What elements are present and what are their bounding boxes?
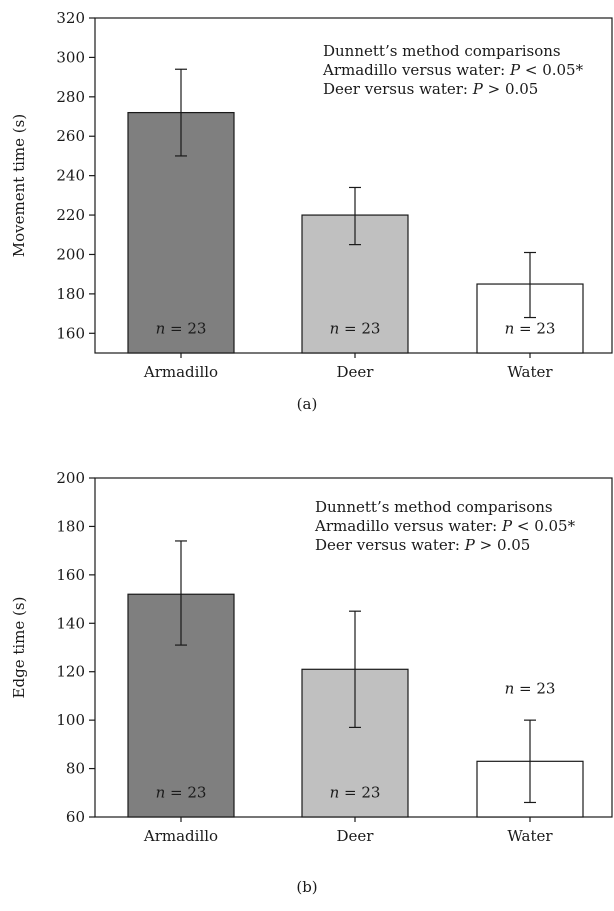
y-tick-label: 100 (56, 711, 85, 729)
y-tick-label: 120 (56, 663, 85, 681)
y-axis-title: Movement time (s) (10, 114, 28, 257)
x-tick-label-deer: Deer (337, 827, 375, 845)
annotation-title: Dunnett’s method comparisons (323, 42, 561, 60)
y-tick-label: 80 (66, 760, 85, 778)
n-label: n = 23 (330, 319, 381, 337)
y-tick-label: 160 (56, 324, 85, 342)
y-tick-label: 180 (56, 517, 85, 535)
chart-panel-a: 160 180 200 220 240 260 280 300 320 Armadillo n = … (10, 9, 613, 413)
y-tick-label: 200 (56, 469, 85, 487)
annotation-title: Dunnett’s method comparisons (315, 498, 553, 516)
x-tick-label-deer: Deer (337, 363, 375, 381)
y-tick-label: 300 (56, 48, 85, 66)
annotation-line-2: Deer versus water: P > 0.05 (323, 80, 538, 98)
annotation-line-1: Armadillo versus water: P < 0.05* (322, 61, 584, 79)
x-tick-label-armadillo: Armadillo (143, 363, 218, 381)
y-tick-label: 140 (56, 614, 85, 632)
panel-label: (a) (297, 395, 318, 413)
y-axis-title: Edge time (s) (10, 597, 28, 699)
x-tick-label-armadillo: Armadillo (143, 827, 218, 845)
annotation-line-2: Deer versus water: P > 0.05 (315, 536, 530, 554)
x-tick-label-water: Water (507, 363, 553, 381)
n-label: n = 23 (505, 680, 556, 698)
annotation-line-1: Armadillo versus water: P < 0.05* (314, 517, 576, 535)
y-tick-label: 220 (56, 206, 85, 224)
y-tick-label: 280 (56, 88, 85, 106)
y-tick-label: 160 (56, 566, 85, 584)
n-label: n = 23 (330, 784, 381, 802)
chart-panel-b: 60 80 100 120 140 160 180 200 Armadillo n = 23 Dee… (10, 469, 613, 896)
y-tick-label: 240 (56, 167, 85, 185)
y-tick-label: 60 (66, 808, 85, 826)
n-label: n = 23 (505, 319, 556, 337)
y-tick-label: 200 (56, 245, 85, 263)
n-label: n = 23 (156, 784, 207, 802)
y-tick-label: 260 (56, 127, 85, 145)
y-tick-label: 180 (56, 285, 85, 303)
panel-label: (b) (296, 878, 317, 896)
y-tick-label: 320 (56, 9, 85, 27)
n-label: n = 23 (156, 319, 207, 337)
x-tick-label-water: Water (507, 827, 553, 845)
